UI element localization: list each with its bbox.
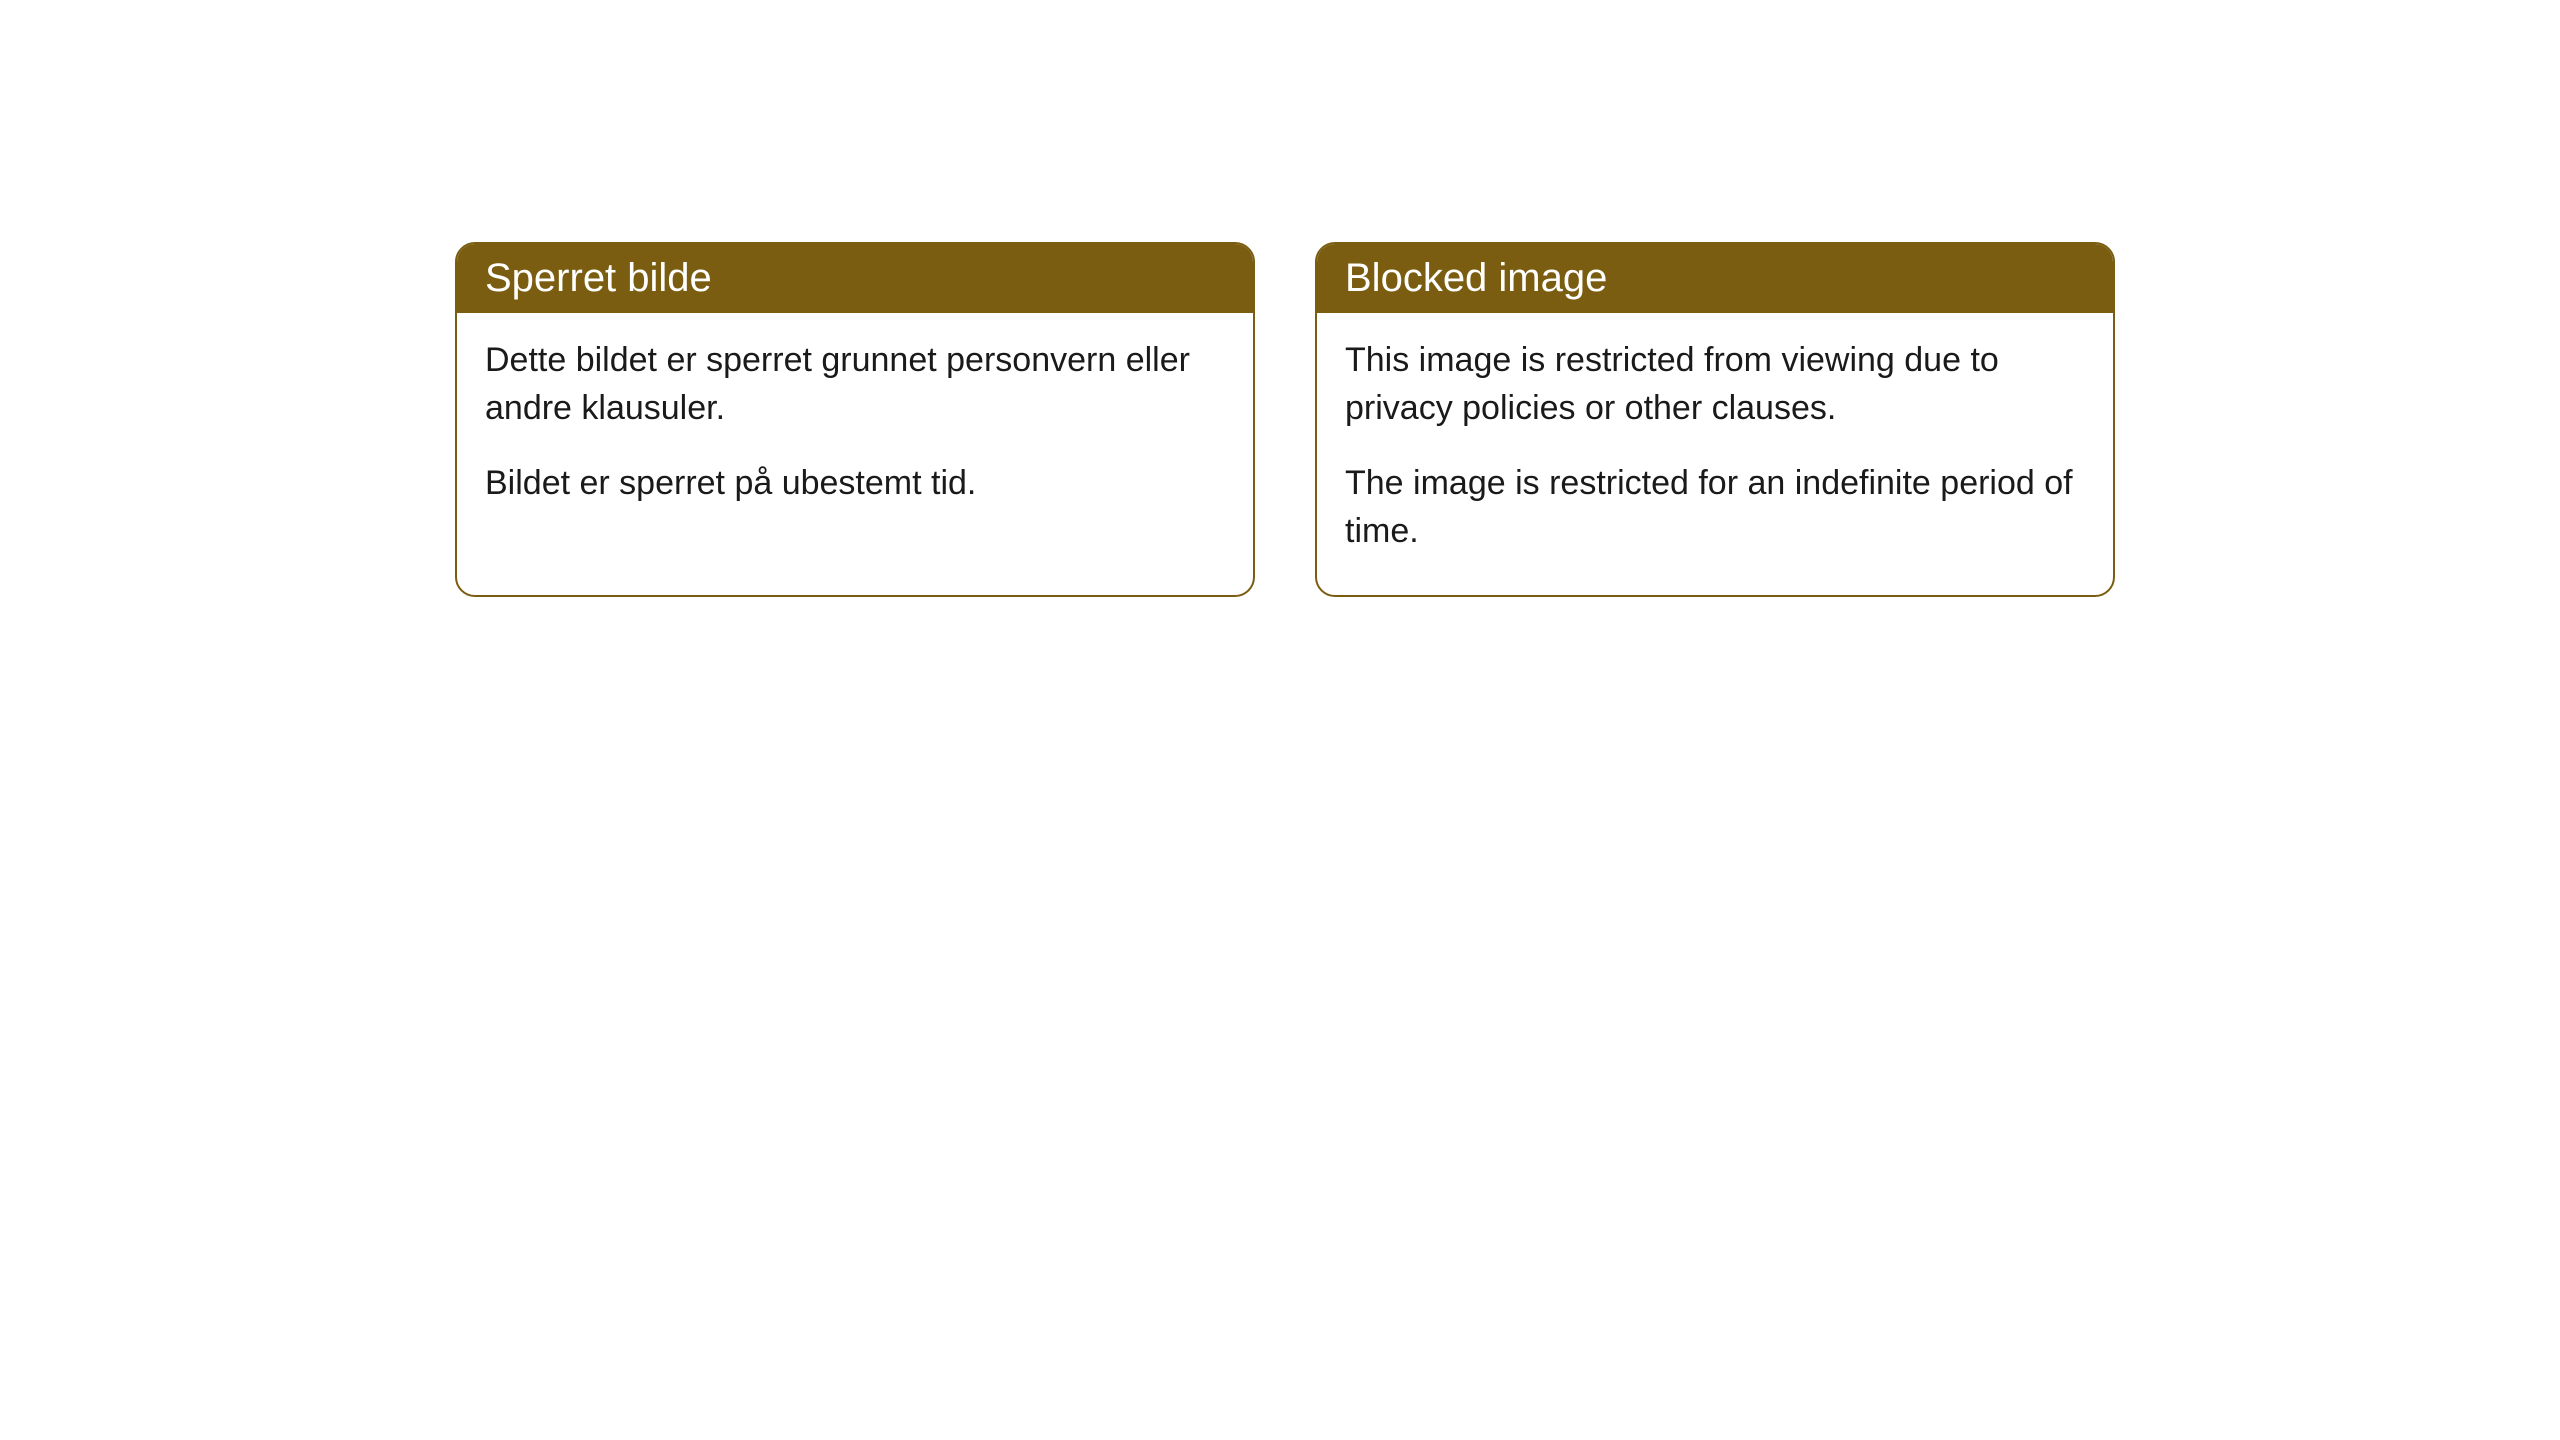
card-paragraph: The image is restricted for an indefinit… — [1345, 460, 2085, 555]
card-body: Dette bildet er sperret grunnet personve… — [457, 313, 1253, 548]
card-paragraph: This image is restricted from viewing du… — [1345, 337, 2085, 432]
notice-card-norwegian: Sperret bilde Dette bildet er sperret gr… — [455, 242, 1255, 597]
card-paragraph: Dette bildet er sperret grunnet personve… — [485, 337, 1225, 432]
card-body: This image is restricted from viewing du… — [1317, 313, 2113, 595]
card-paragraph: Bildet er sperret på ubestemt tid. — [485, 460, 1225, 508]
card-title: Blocked image — [1317, 244, 2113, 313]
card-title: Sperret bilde — [457, 244, 1253, 313]
notice-container: Sperret bilde Dette bildet er sperret gr… — [455, 242, 2115, 597]
notice-card-english: Blocked image This image is restricted f… — [1315, 242, 2115, 597]
